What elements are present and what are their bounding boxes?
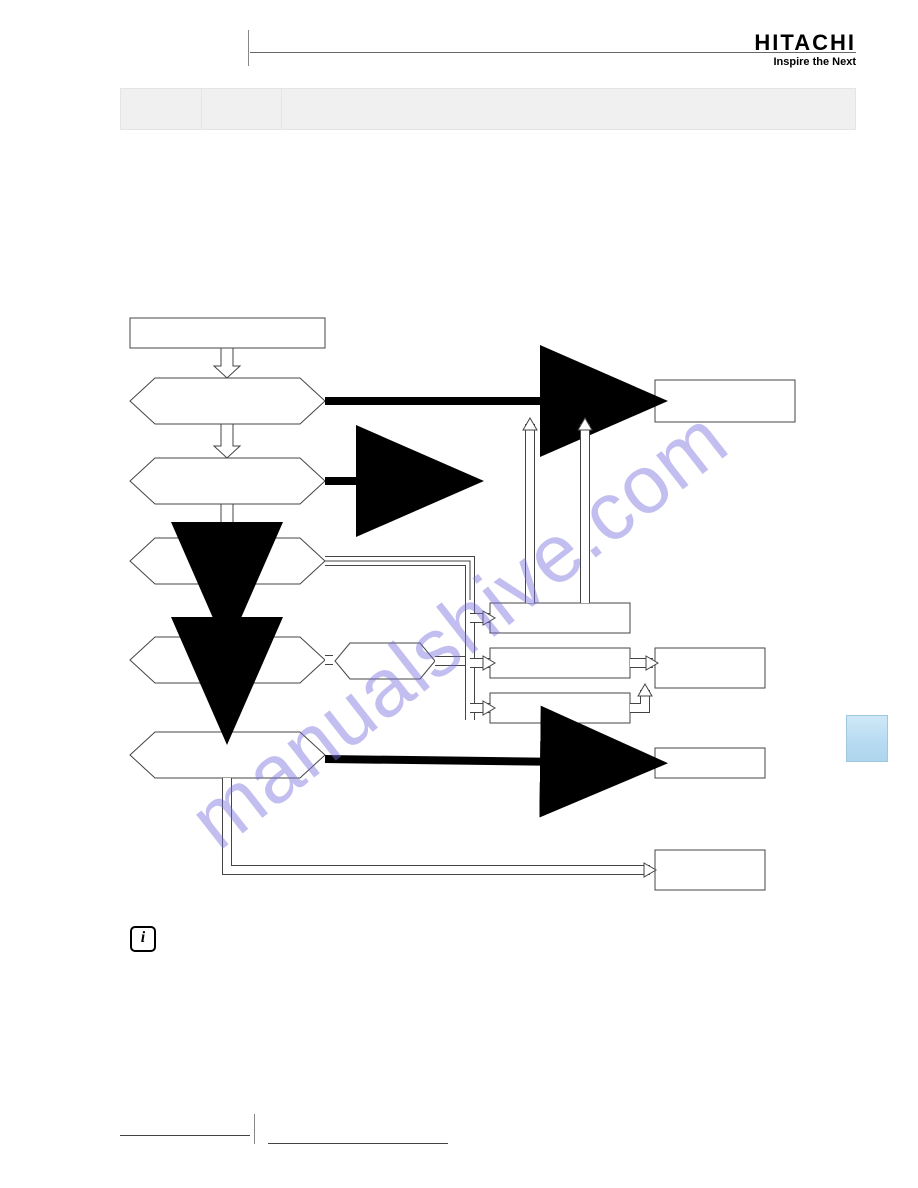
- flowchart-canvas: [0, 0, 918, 1188]
- out-box-2: [655, 648, 765, 688]
- h-conn-1b: [325, 561, 470, 600]
- decision-group: [130, 378, 435, 778]
- decision-3: [130, 538, 325, 584]
- side-tab: [846, 715, 888, 762]
- down-arrow-3: [214, 504, 240, 538]
- decision-4: [130, 637, 325, 683]
- h-conn-1a: [325, 561, 470, 600]
- info-icon: i: [130, 926, 156, 952]
- fat-arrow-5: [325, 759, 652, 763]
- decision-6: [335, 643, 435, 679]
- footer-rule-left: [120, 1135, 250, 1136]
- h-bottom-b: [227, 778, 650, 870]
- decision-1: [130, 378, 325, 424]
- down-arrow-1: [214, 348, 240, 378]
- h-conn-1d: [325, 561, 470, 600]
- decision-2: [130, 458, 325, 504]
- mid-box-2: [490, 648, 630, 678]
- rect-group: [490, 380, 795, 890]
- h-conn-1c: [325, 561, 470, 600]
- mid-box-3: [490, 693, 630, 723]
- footer-vert-rule: [254, 1114, 255, 1144]
- out-box-1: [655, 380, 795, 422]
- decision-5: [130, 732, 325, 778]
- down-arrow-2: [214, 424, 240, 458]
- out-box-3: [655, 748, 765, 778]
- down-arrows: [214, 348, 240, 538]
- out-box-4: [655, 850, 765, 890]
- start-box: [130, 318, 325, 348]
- mid-box-1: [490, 603, 630, 633]
- footer-rule-right: [268, 1143, 448, 1144]
- page-root: HITACHI Inspire the Next: [0, 0, 918, 1188]
- h-bottom-a: [227, 778, 650, 870]
